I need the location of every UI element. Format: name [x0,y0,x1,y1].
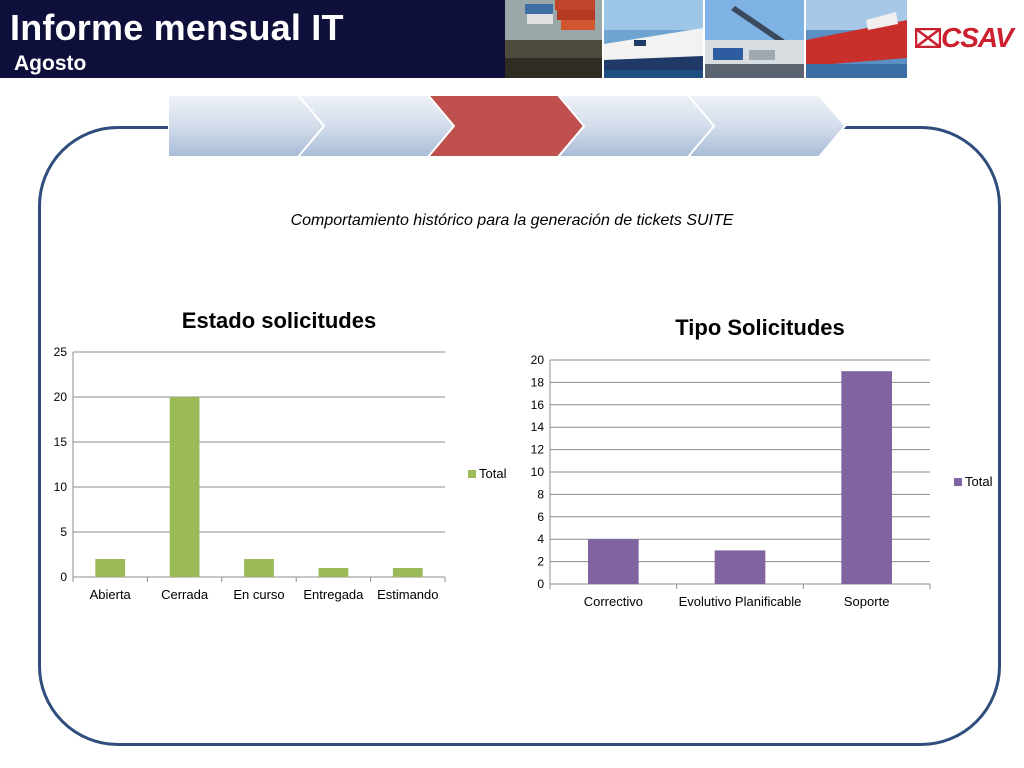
logo-mark-icon [915,28,941,48]
y-tick-label: 20 [531,353,545,367]
x-tick-label: Correctivo [584,594,643,609]
bar [841,371,892,584]
tanker-ship-photo [806,0,907,78]
y-tick-label: 14 [531,420,545,434]
title-block: Informe mensual IT Agosto [0,0,505,78]
process-step-chevron[interactable] [686,95,847,157]
process-steps: KPIBudgetIncidentesSeguimientoPróximo pa… [168,95,858,157]
y-tick-label: 0 [60,570,67,584]
legend-swatch [954,478,962,486]
y-tick-label: 18 [531,375,545,389]
y-tick-label: 8 [537,487,544,501]
x-tick-label: Entregada [303,587,364,602]
process-step-chevron[interactable] [556,95,717,157]
page-subtitle: Agosto [14,52,87,75]
bar [244,559,274,577]
process-step-chevron[interactable] [296,95,457,157]
header: Informe mensual IT Agosto [0,0,1024,78]
x-tick-label: Cerrada [161,587,209,602]
process-step-chevron[interactable] [168,95,327,157]
y-tick-label: 12 [531,443,545,457]
estado-solicitudes-chart: Estado solicitudes 0 5 10 15 20 25 Abierta Cerra… [54,308,507,602]
bar [169,397,200,577]
y-tick-label: 0 [537,577,544,591]
y-tick-label: 25 [54,345,68,359]
y-tick-label: 10 [54,480,68,494]
page-title: Informe mensual IT [10,7,344,48]
tipo-solicitudes-chart: Tipo Solicitudes 0 2 4 6 8 10 12 14 16 18 20 Correct… [531,315,993,609]
bar [95,559,126,577]
bar [714,550,766,584]
legend-label: Total [479,466,507,481]
y-tick-label: 2 [537,555,544,569]
chart-title: Estado solicitudes [182,308,376,333]
x-tick-label: En curso [233,587,284,602]
section-caption: Comportamiento histórico para la generac… [290,212,734,229]
y-tick-label: 6 [537,510,544,524]
bar [318,568,349,577]
bar [392,568,423,577]
container-ship-photo [505,0,602,78]
port-crane-photo [705,0,804,78]
header-photos [505,0,907,78]
bar [588,539,639,584]
y-tick-label: 5 [60,525,67,539]
process-step-chevron[interactable] [426,95,587,157]
legend-label: Total [965,474,993,489]
y-tick-label: 10 [531,465,545,479]
x-tick-label: Soporte [844,594,890,609]
chart-title: Tipo Solicitudes [675,315,845,340]
x-tick-label: Evolutivo Planificable [679,594,802,609]
y-tick-label: 16 [531,398,545,412]
x-tick-label: Estimando [377,587,438,602]
car-carrier-photo [604,0,703,78]
y-tick-label: 15 [54,435,68,449]
legend-swatch [468,470,476,478]
x-tick-label: Abierta [90,587,132,602]
company-logo: CSAV [907,0,1024,78]
logo-text: CSAV [941,22,1014,53]
y-tick-label: 4 [537,532,544,546]
y-tick-label: 20 [54,390,68,404]
